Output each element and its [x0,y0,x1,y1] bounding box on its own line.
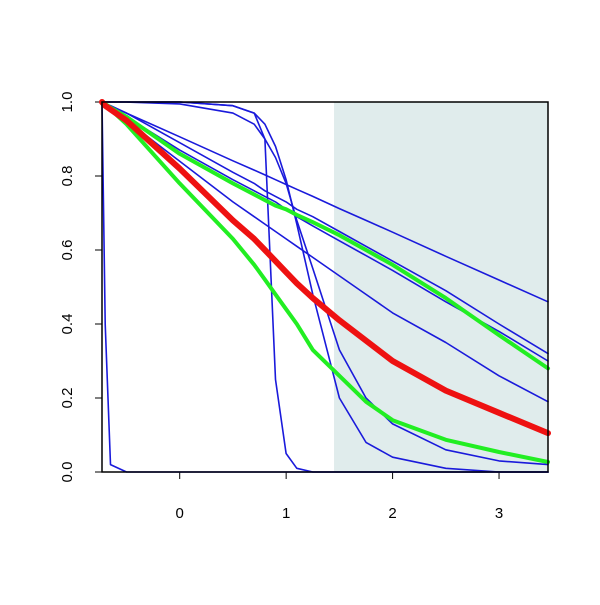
y-tick-label: 0.4 [59,314,76,335]
x-tick-label: 1 [282,505,290,522]
plot-frame [101,101,549,473]
x-tick-label: 0 [176,505,184,522]
highlight-region [334,102,548,472]
y-tick-label: 0.8 [59,166,76,187]
data-line [99,99,551,437]
x-tick-label: 3 [495,505,503,522]
y-tick-label: 1.0 [59,92,76,113]
y-tick-label: 0.2 [59,388,76,409]
data-line [101,101,549,355]
y-tick-label: 0.0 [59,462,76,483]
x-tick-label: 2 [388,505,396,522]
y-tick-label: 0.6 [59,240,76,261]
